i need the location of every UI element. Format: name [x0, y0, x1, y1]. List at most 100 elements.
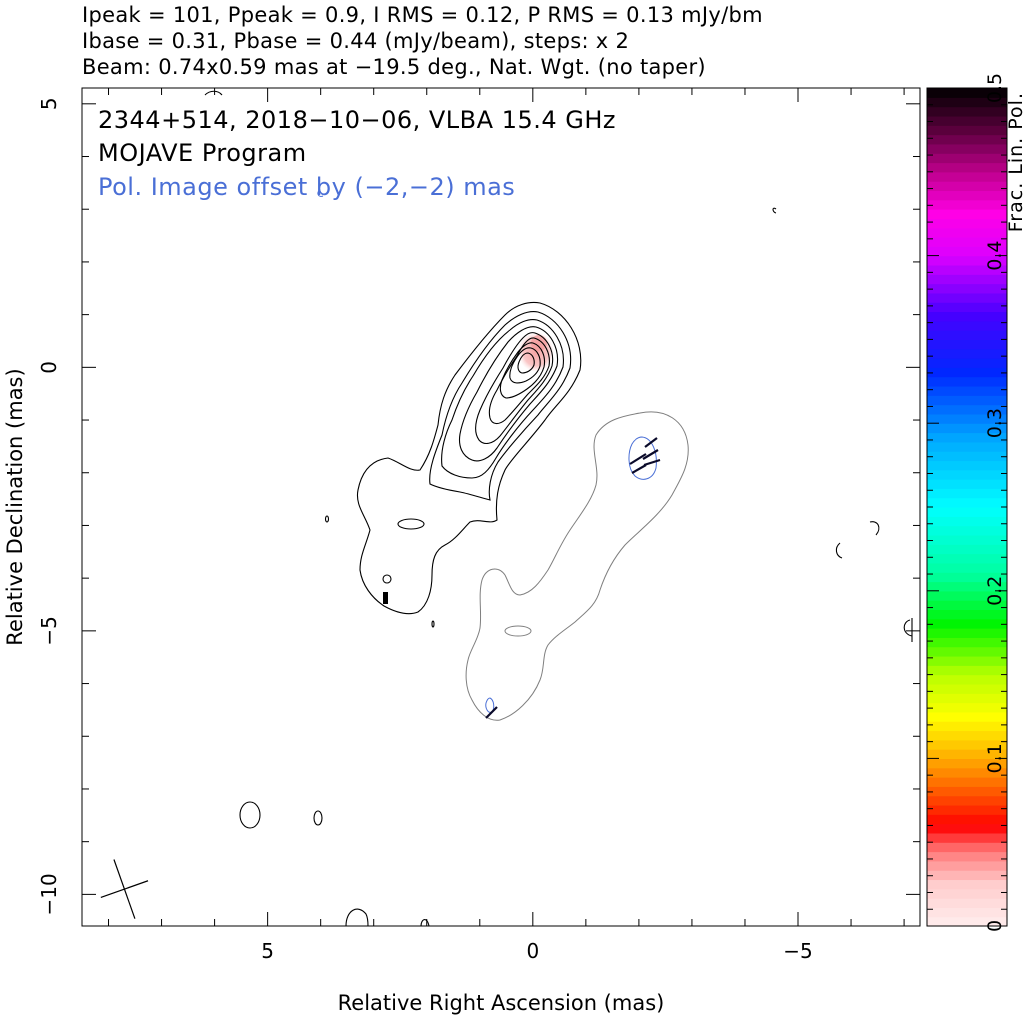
evpa-reference-bar	[383, 592, 388, 604]
x-tick-label: 5	[261, 939, 274, 963]
colorbar-segment	[927, 516, 1007, 527]
colorbar-segment	[927, 292, 1007, 303]
source-annotation: 2344+514, 2018−10−06, VLBA 15.4 GHz	[98, 106, 616, 134]
colorbar-segment	[927, 451, 1007, 462]
colorbar-segment	[927, 199, 1007, 210]
colorbar-segment	[927, 749, 1007, 759]
colorbar-segment	[927, 804, 1007, 815]
colorbar-segment	[927, 655, 1007, 666]
y-tick-label: 5	[37, 97, 61, 110]
pol-contour-knot	[504, 625, 532, 637]
contour-small-1	[382, 574, 392, 584]
colorbar-segment	[927, 376, 1007, 387]
colorbar-segment	[927, 395, 1007, 406]
colorbar-segment	[927, 330, 1007, 340]
colorbar-segment	[927, 255, 1007, 266]
colorbar-segment	[927, 693, 1007, 704]
colorbar-segment	[927, 283, 1007, 294]
evpa-vector	[643, 458, 661, 467]
pol-contour-blue-3	[317, 189, 324, 197]
colorbar-segment	[927, 134, 1007, 145]
colorbar-tick-label: 0.2	[984, 576, 1006, 606]
chart-header: Ipeak = 101, Ppeak = 0.9, I RMS = 0.12, …	[82, 2, 763, 80]
colorbar-tick-label: 0.3	[984, 408, 1006, 438]
colorbar-segment	[927, 581, 1007, 592]
colorbar-segment	[927, 264, 1007, 275]
colorbar-segment	[927, 190, 1007, 201]
colorbar-segment	[927, 209, 1007, 219]
colorbar-segment	[927, 171, 1007, 182]
contour-small-3	[431, 620, 435, 628]
colorbar-segment	[927, 227, 1007, 238]
beam-minor-axis	[100, 880, 149, 899]
colorbar-segment	[927, 441, 1007, 452]
colorbar-segment	[927, 497, 1007, 508]
colorbar-segment	[927, 860, 1007, 871]
contour-small-4	[239, 801, 261, 829]
colorbar-segment	[927, 907, 1007, 918]
colorbar	[927, 88, 1007, 927]
colorbar-segment	[927, 618, 1007, 629]
colorbar-tick-label: 0	[984, 920, 1006, 932]
colorbar-segment	[927, 600, 1007, 611]
colorbar-segment	[927, 562, 1007, 573]
colorbar-segment	[927, 469, 1007, 480]
contour-base	[356, 301, 582, 615]
polarization-contours	[317, 189, 689, 721]
colorbar-segment	[927, 385, 1007, 396]
colorbar-segment	[927, 404, 1007, 415]
colorbar-segment	[927, 162, 1007, 173]
colorbar-segment	[927, 674, 1007, 685]
colorbar-segment	[927, 795, 1007, 806]
colorbar-segment	[927, 460, 1007, 471]
colorbar-segment	[927, 153, 1007, 164]
colorbar-segment	[927, 125, 1007, 136]
colorbar-segment	[927, 311, 1007, 322]
contour-9	[517, 352, 535, 374]
header-line-2: Ibase = 0.31, Pbase = 0.44 (mJy/beam), s…	[82, 29, 630, 53]
colorbar-segment	[927, 646, 1007, 657]
colorbar-segment	[927, 628, 1007, 638]
colorbar-segment	[927, 348, 1007, 359]
colorbar-segment	[927, 739, 1007, 750]
contour-small-5	[313, 810, 323, 826]
y-tick-label: −5	[37, 616, 61, 645]
contour-small-2	[324, 515, 330, 523]
colorbar-segment	[927, 218, 1007, 229]
evpa-vector	[642, 449, 659, 460]
colorbar-segment	[927, 870, 1007, 881]
colorbar-segment	[927, 879, 1007, 890]
colorbar-segment	[927, 88, 1007, 98]
y-axis-label: Relative Declination (mas)	[3, 368, 27, 645]
y-tick-label: 0	[37, 361, 61, 374]
pol-contour-blue-1	[628, 436, 657, 480]
evpa-vector	[629, 453, 647, 465]
contour-2	[429, 311, 572, 501]
pol-contour-main	[465, 411, 689, 721]
colorbar-segment	[927, 758, 1007, 769]
contour-5	[475, 332, 554, 445]
colorbar-segment	[927, 97, 1007, 108]
contour-small-11	[835, 542, 843, 559]
contour-3	[441, 319, 564, 479]
colorbar-segment	[927, 367, 1007, 378]
core-pol-fraction-peak	[531, 335, 547, 351]
colorbar-tick-label: 0.4	[984, 240, 1006, 270]
contour-small-8	[204, 90, 223, 96]
colorbar-segment	[927, 786, 1007, 797]
evpa-vector	[631, 464, 647, 474]
colorbar-segment	[927, 842, 1007, 853]
total-intensity-contours	[204, 90, 913, 926]
colorbar-segment	[927, 572, 1007, 583]
colorbar-segment	[927, 525, 1007, 536]
colorbar-segment	[927, 730, 1007, 741]
colorbar-segment	[927, 711, 1007, 722]
colorbar-segment	[927, 832, 1007, 843]
header-line-1: Ipeak = 101, Ppeak = 0.9, I RMS = 0.12, …	[82, 3, 763, 27]
colorbar-segment	[927, 115, 1007, 126]
colorbar-segment	[927, 777, 1007, 787]
colorbar-segment	[927, 851, 1007, 862]
contour-knot	[397, 518, 425, 530]
colorbar-segment	[927, 814, 1007, 825]
colorbar-segment	[927, 553, 1007, 564]
